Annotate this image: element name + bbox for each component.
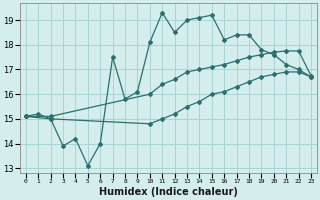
X-axis label: Humidex (Indice chaleur): Humidex (Indice chaleur) — [99, 187, 238, 197]
